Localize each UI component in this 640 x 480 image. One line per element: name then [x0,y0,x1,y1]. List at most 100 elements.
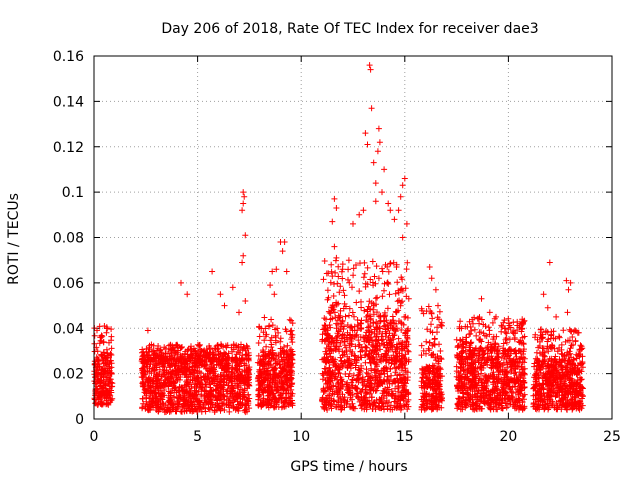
data-point [240,200,247,207]
data-point [94,373,101,380]
data-point [171,348,178,355]
data-point [142,405,149,412]
data-point [235,384,242,391]
y-tick-label: 0.06 [53,276,84,292]
data-point [333,205,340,211]
data-point [181,351,188,358]
data-point [202,408,209,415]
data-point [98,351,105,358]
data-point [329,218,336,225]
data-point [349,309,356,316]
data-point [218,383,225,390]
data-point [214,374,221,381]
data-point [257,401,264,408]
y-tick-label: 0.14 [53,94,84,110]
data-point [272,326,279,333]
data-point [266,384,273,390]
data-point [457,318,464,325]
data-point [140,380,147,387]
data-point [281,385,288,392]
data-point [272,334,279,341]
data-point [502,329,509,336]
data-point [556,334,563,341]
data-point [210,362,217,369]
data-point [100,339,107,346]
data-point [263,331,270,338]
data-point [540,291,547,298]
data-point [167,390,174,397]
data-point [191,387,198,394]
data-point [102,355,109,362]
data-point [186,353,193,360]
data-point [140,372,147,379]
data-point [199,354,206,361]
data-point [169,369,176,376]
data-point [267,361,274,368]
data-point [184,347,191,354]
data-point [105,392,112,399]
data-point [257,356,264,363]
data-point [105,400,112,407]
data-point [200,373,207,380]
data-point [185,373,192,380]
data-point [208,375,215,382]
data-point [214,342,221,349]
data-point [236,309,242,316]
data-point [397,193,404,200]
data-point [194,381,201,387]
data-point [241,362,248,369]
data-point [225,402,232,409]
data-point [272,395,279,402]
data-point [107,350,114,357]
data-point [108,326,115,333]
data-point [218,365,225,372]
data-point [239,207,246,214]
data-point [395,207,402,214]
y-tick-label: 0.16 [53,49,84,65]
data-point [242,232,249,239]
data-point [238,380,244,387]
data-point [434,329,440,336]
data-point [398,327,405,333]
data-point [263,353,270,360]
data-point [209,268,216,275]
data-point [198,385,205,392]
data-point [153,378,160,385]
data-point [564,309,571,316]
data-point [345,276,351,283]
data-point [152,395,159,401]
data-point [244,355,251,362]
data-point [139,353,146,360]
data-point [230,404,237,411]
data-point [367,66,374,73]
data-point [399,298,406,305]
data-point [281,344,287,350]
data-point [280,399,287,406]
data-point [221,302,228,309]
data-point [385,200,392,207]
data-point [477,337,484,344]
data-point [170,378,176,385]
data-point [182,388,189,395]
data-point [346,279,353,286]
data-point [217,395,224,402]
data-point [206,406,213,413]
data-point [432,286,439,293]
data-point [262,325,269,332]
data-point [94,394,101,401]
data-point [175,401,181,408]
data-point [144,402,150,409]
data-point [172,401,178,408]
data-point [271,291,278,298]
data-point [428,275,435,282]
data-point [168,389,174,396]
data-point [372,295,379,302]
data-point [394,279,401,286]
data-point [155,405,162,412]
data-point [217,389,223,396]
data-point [418,342,425,349]
data-point [146,344,153,351]
data-point [156,379,163,386]
data-point [139,405,146,412]
data-point [364,141,371,148]
